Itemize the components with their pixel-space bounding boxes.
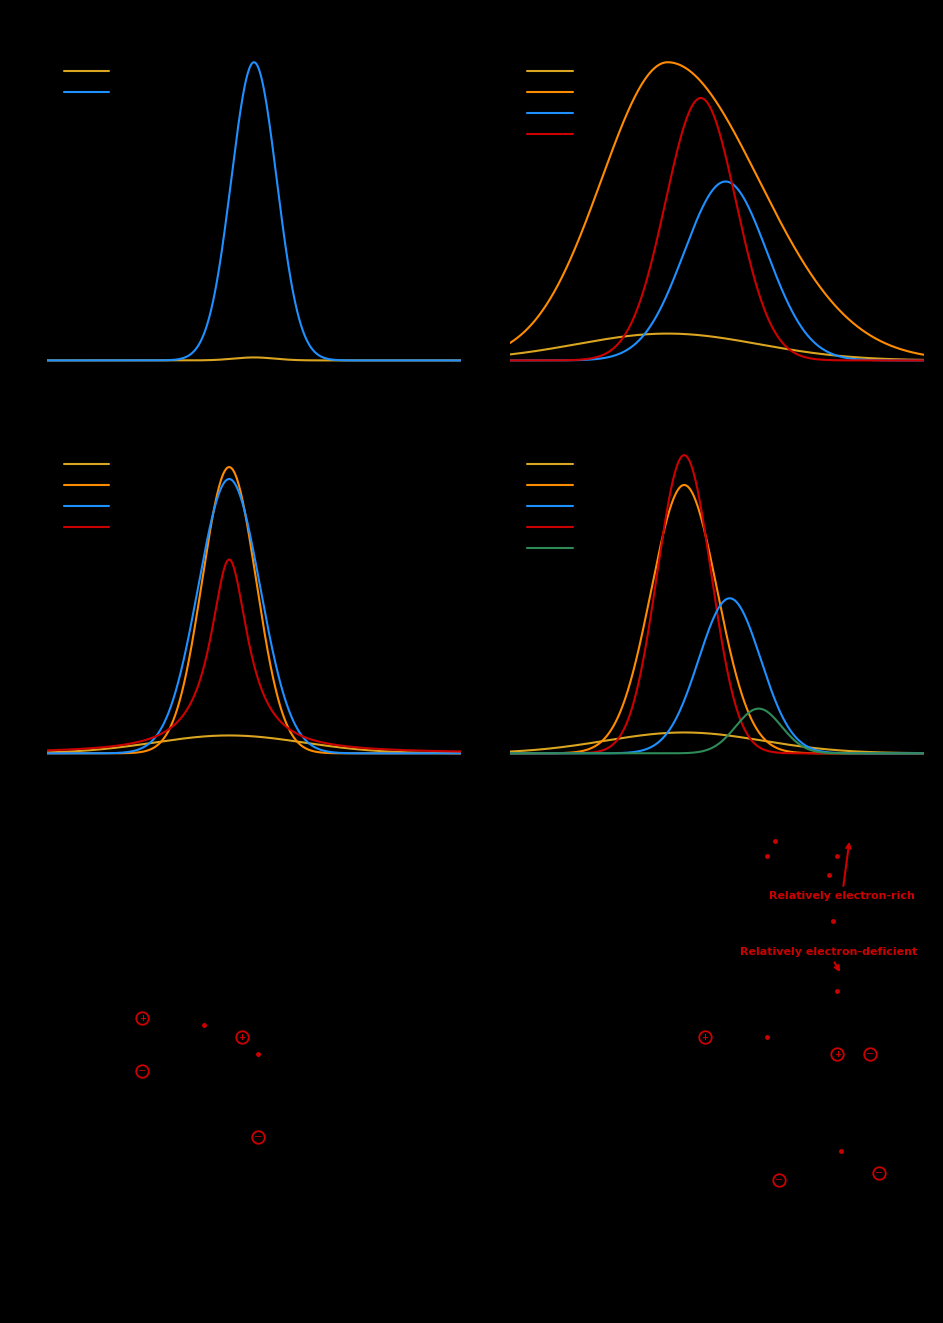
Text: −: − xyxy=(874,1168,883,1177)
Text: −: − xyxy=(775,1175,784,1185)
Text: −: − xyxy=(867,1049,874,1060)
Text: +: + xyxy=(139,1013,146,1023)
Text: +: + xyxy=(834,1050,841,1058)
Text: +: + xyxy=(702,1033,708,1043)
Text: −: − xyxy=(139,1066,146,1077)
Text: Relatively electron-rich: Relatively electron-rich xyxy=(769,844,915,901)
Text: Relatively electron-deficient: Relatively electron-deficient xyxy=(740,947,918,970)
Text: +: + xyxy=(238,1033,245,1043)
Text: −: − xyxy=(254,1131,262,1142)
